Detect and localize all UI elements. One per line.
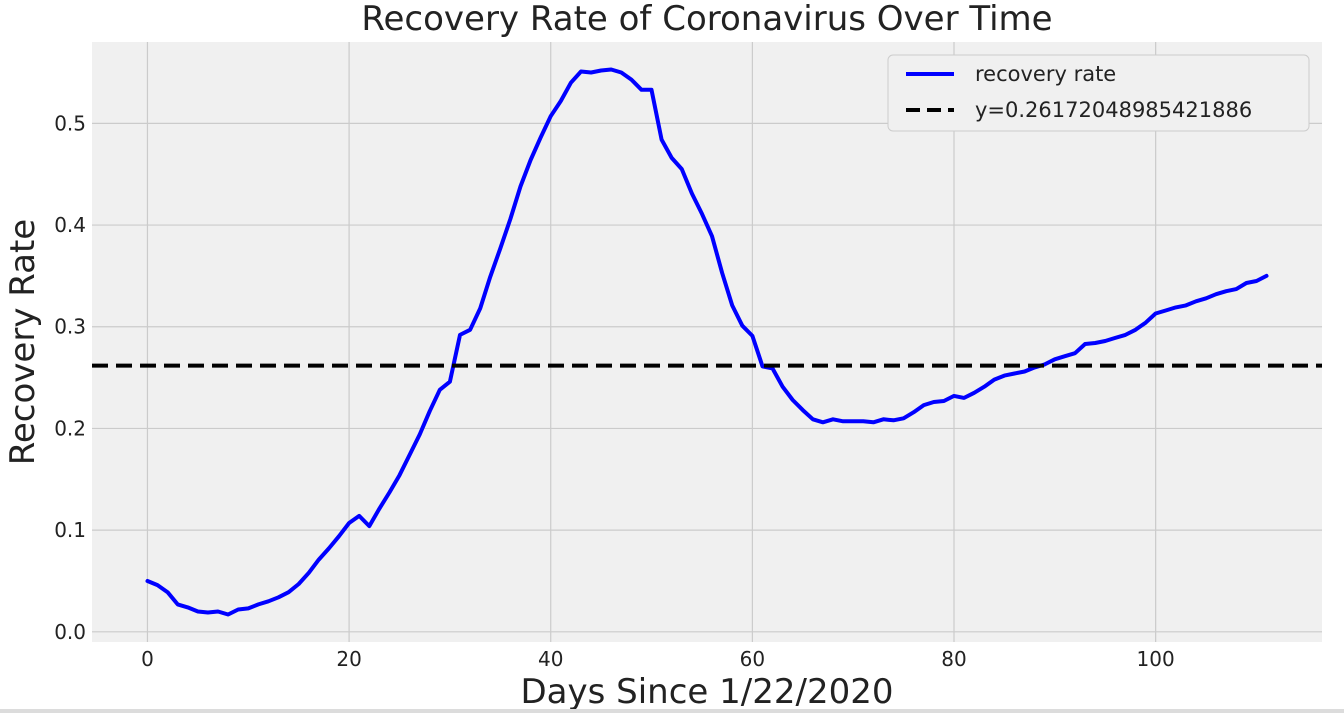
series-line-recovery-rate (145, 67, 1269, 617)
x-axis-label: Days Since 1/22/2020 (521, 672, 894, 712)
x-tick-label: 20 (336, 647, 361, 671)
legend-label-recovery-rate: recovery rate (975, 62, 1116, 86)
x-tick-label: 40 (538, 647, 563, 671)
y-tick-label: 0.3 (54, 315, 86, 339)
x-tick-label: 60 (740, 647, 765, 671)
y-tick-label: 0.4 (54, 213, 86, 237)
x-tick-label: 0 (141, 647, 154, 671)
x-axis-ticks: 0 20 40 60 80 100 (141, 647, 1175, 671)
y-tick-label: 0.2 (54, 416, 86, 440)
legend: recovery rate y=0.26172048985421886 (887, 54, 1310, 132)
bottom-rule (0, 709, 1344, 713)
series-layer (92, 67, 1322, 617)
plot-area (92, 42, 1322, 642)
y-tick-label: 0.5 (54, 111, 86, 135)
chart-title: Recovery Rate of Coronavirus Over Time (361, 0, 1052, 39)
legend-label-mean: y=0.26172048985421886 (975, 98, 1252, 122)
y-tick-label: 0.1 (54, 518, 86, 542)
x-tick-label: 100 (1137, 647, 1175, 671)
y-axis-label: Recovery Rate (3, 219, 43, 465)
legend-box (887, 54, 1310, 132)
grid (92, 42, 1322, 642)
y-tick-label: 0.0 (54, 620, 86, 644)
y-axis-ticks: 0.0 0.1 0.2 0.3 0.4 0.5 (54, 111, 86, 643)
x-tick-label: 80 (941, 647, 966, 671)
